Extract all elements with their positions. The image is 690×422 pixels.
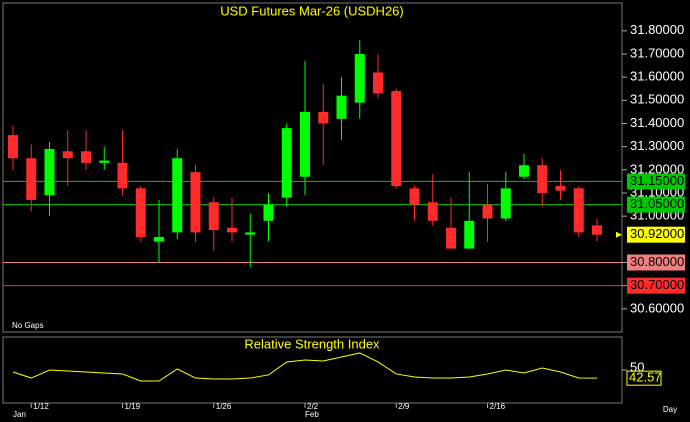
level-label: 30.70000 (630, 277, 684, 292)
y-tick-label: 31.70000 (630, 45, 684, 60)
last-price-label: 30.92000 (630, 226, 684, 241)
y-tick-label: 31.20000 (630, 161, 684, 176)
rsi-title: Relative Strength Index (244, 336, 380, 351)
candle-body (519, 165, 529, 177)
candle-body (500, 188, 511, 219)
last-price-box (627, 226, 685, 243)
candle-body (208, 202, 219, 231)
x-tick-label: 2/9 (398, 402, 410, 411)
rsi-value-label: 42.57 (629, 370, 662, 385)
candle-body (26, 158, 37, 200)
candle-body (117, 162, 128, 189)
candle-body (81, 151, 91, 163)
rsi-panel (2, 336, 623, 404)
y-tick-label: 31.40000 (630, 115, 684, 130)
candle-body (446, 227, 456, 249)
x-tick-label: 2/16 (490, 402, 506, 411)
y-tick-label: 31.50000 (630, 92, 684, 107)
level-label: 31.05000 (630, 196, 684, 211)
month-label: Jan (13, 410, 26, 419)
candle-body (354, 53, 365, 103)
candle-body (300, 111, 310, 177)
level-label: 31.15000 (630, 173, 684, 188)
y-tick-label: 30.60000 (630, 300, 684, 315)
level-label: 30.80000 (630, 254, 684, 269)
candle-body (135, 188, 146, 238)
candle-body (44, 148, 55, 196)
candle-body (592, 225, 602, 235)
y-tick-label: 31.80000 (630, 22, 684, 37)
candle-body (537, 165, 548, 193)
candle-body (318, 111, 329, 124)
rsi-line (12, 352, 598, 382)
last-price-arrow (616, 231, 622, 238)
y-tick-label: 31.60000 (630, 69, 684, 84)
candle-body (62, 151, 73, 159)
candle-body (263, 204, 274, 221)
level-label-box (627, 277, 685, 294)
candle-body (227, 227, 237, 233)
candle-body (573, 188, 584, 233)
x-tick-label: 1/26 (216, 402, 232, 411)
level-label-box (627, 196, 685, 213)
candle-body (245, 232, 256, 235)
candle-body (373, 72, 383, 94)
candle-body (8, 135, 18, 159)
gap-note: No Gaps (12, 321, 44, 330)
candle-body (555, 186, 566, 191)
candle-body (391, 91, 402, 187)
candle-body (281, 128, 292, 198)
price-panel (2, 2, 623, 333)
candle-body (172, 158, 183, 233)
x-unit: Day (663, 405, 677, 414)
level-label-box (627, 254, 685, 271)
rsi-value-box (626, 370, 662, 386)
month-label: Feb (305, 410, 319, 419)
level-label-box (627, 173, 685, 190)
y-tick-label: 31.30000 (630, 138, 684, 153)
candle-body (190, 172, 201, 233)
chart-title: USD Futures Mar-26 (USDH26) (220, 3, 404, 18)
x-tick-label: 1/19 (125, 402, 141, 411)
candle-body (409, 188, 420, 205)
candle-body (427, 202, 438, 221)
candle-body (99, 160, 110, 163)
x-tick-label: 1/12 (33, 402, 49, 411)
x-tick-label: 2/2 (307, 402, 319, 411)
candle-body (464, 220, 475, 249)
candle-body (482, 204, 493, 219)
candle-body (336, 95, 347, 119)
candle-body (154, 237, 164, 242)
